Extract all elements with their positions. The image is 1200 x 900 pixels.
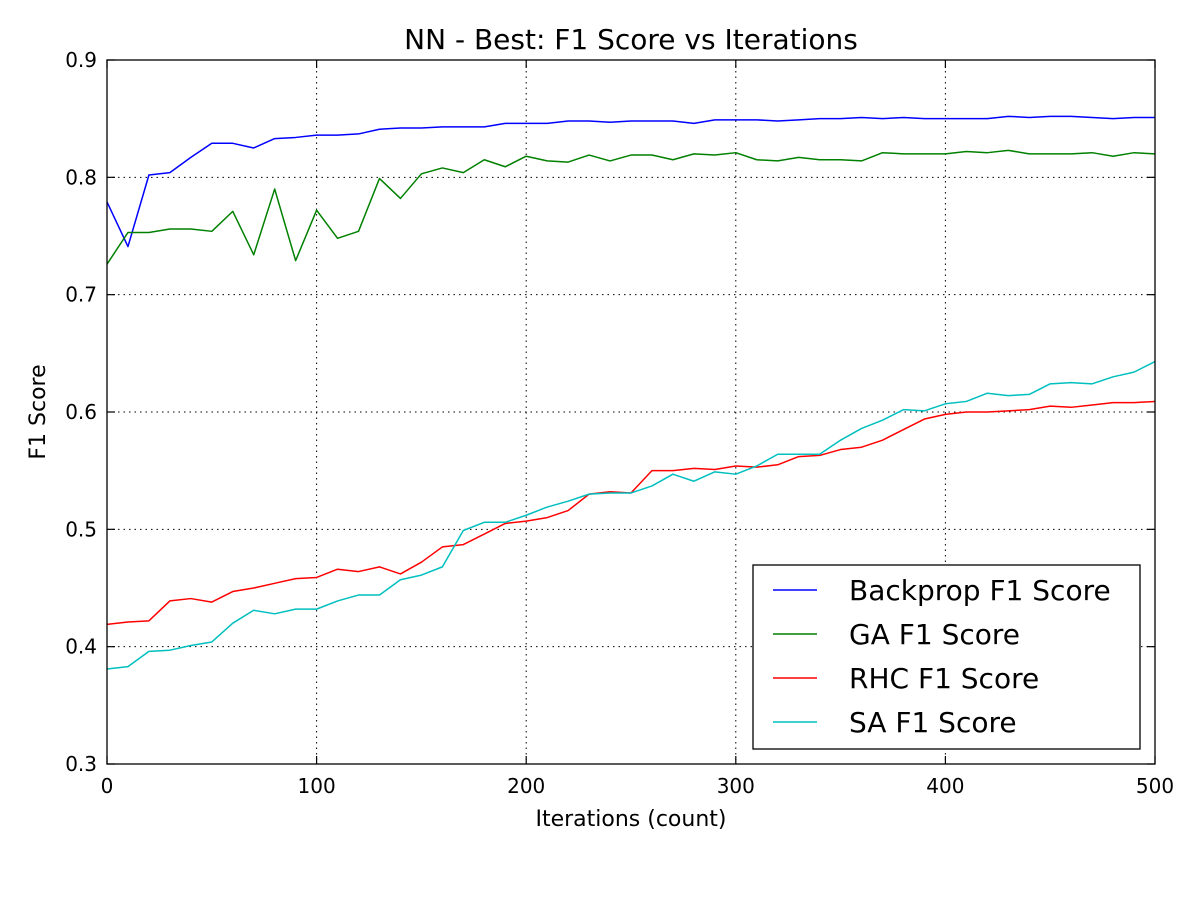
y-tick-label: 0.4 xyxy=(65,635,97,659)
y-tick-labels: 0.3 0.4 0.5 0.6 0.7 0.8 0.9 xyxy=(65,48,97,776)
y-tick-label: 0.6 xyxy=(65,400,97,424)
axis-ticks xyxy=(106,59,1156,765)
chart-title: NN - Best: F1 Score vs Iterations xyxy=(404,23,858,56)
x-tick-labels: 0 100 200 300 400 500 xyxy=(101,774,1174,798)
legend-box xyxy=(752,564,1141,750)
series-line-backprop-f1-score xyxy=(106,115,1155,248)
x-tick-label: 0 xyxy=(101,774,114,798)
grid xyxy=(107,60,1155,764)
x-axis-label: Iterations (count) xyxy=(535,807,726,832)
series-line-ga-f1-score xyxy=(106,149,1156,265)
series-lines xyxy=(106,115,1156,670)
x-tick-label: 100 xyxy=(298,774,336,798)
y-tick-label: 0.5 xyxy=(65,517,97,541)
x-tick-label: 200 xyxy=(507,774,545,798)
x-tick-label: 300 xyxy=(717,774,755,798)
legend-label-backprop-f1-score: Backprop F1 Score xyxy=(849,574,1111,607)
legend: Backprop F1 Score GA F1 Score RHC F1 Score… xyxy=(752,564,1141,750)
y-tick-label: 0.9 xyxy=(65,48,97,72)
legend-label-sa-f1-score: SA F1 Score xyxy=(849,706,1017,739)
x-tick-label: 400 xyxy=(926,774,964,798)
series-line-sa-f1-score xyxy=(106,360,1156,670)
y-tick-label: 0.3 xyxy=(65,752,97,776)
y-tick-label: 0.7 xyxy=(65,283,97,307)
x-tick-label: 500 xyxy=(1136,774,1174,798)
legend-label-ga-f1-score: GA F1 Score xyxy=(849,618,1020,651)
y-axis-label: F1 Score xyxy=(26,364,51,459)
legend-label-rhc-f1-score: RHC F1 Score xyxy=(849,662,1039,695)
y-tick-label: 0.8 xyxy=(65,165,97,189)
